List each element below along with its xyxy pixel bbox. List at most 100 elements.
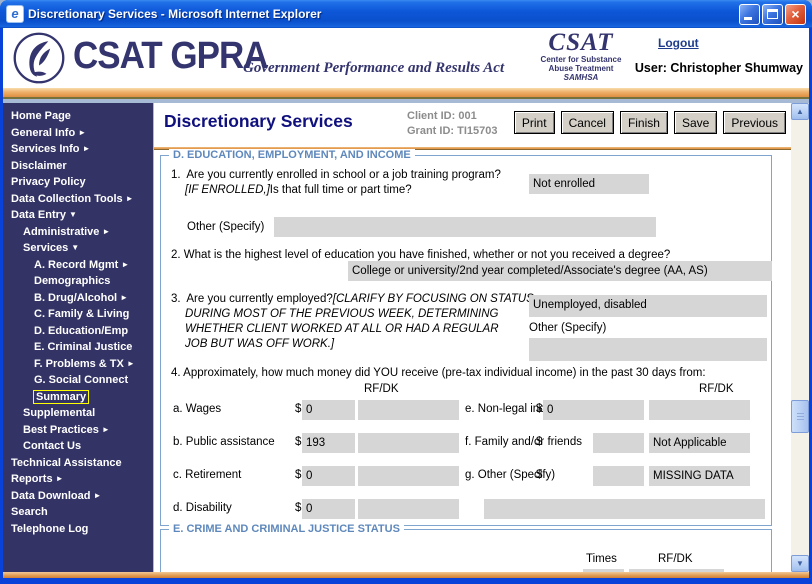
sidebar-item-privacy-policy[interactable]: Privacy Policy — [11, 176, 86, 188]
q1-text: 1. Are you currently enrolled in school … — [171, 169, 501, 181]
sidebar-item-criminal-justice[interactable]: E. Criminal Justice — [34, 341, 133, 353]
q4-family-friends-rfdk: Not Applicable — [649, 433, 750, 453]
q3-clarify-line4: JOB BUT WAS OFF WORK.] — [185, 338, 335, 350]
scroll-down-icon[interactable]: ▼ — [791, 555, 809, 572]
header-divider — [3, 88, 809, 99]
title-bar: e Discretionary Services - Microsoft Int… — [0, 0, 812, 28]
sidebar-item-education-emp[interactable]: D. Education/Emp — [34, 324, 129, 337]
submenu-arrow-icon: ► — [82, 144, 91, 153]
grant-id: Grant ID: TI15703 — [407, 125, 498, 137]
q1-text-line2: [IF ENROLLED,]Is that full time or part … — [185, 184, 412, 196]
close-button[interactable]: × — [785, 4, 806, 25]
q1-other-label: Other (Specify) — [187, 221, 265, 233]
header-sub-divider — [3, 99, 809, 103]
finish-button[interactable]: Finish — [619, 111, 668, 134]
sidebar-item-supplemental[interactable]: Supplemental — [23, 407, 96, 419]
q4-public-assistance-rfdk — [358, 433, 459, 453]
q4-row-wages: a. Wages $ 0 e. Non-legal income $ 0 — [161, 400, 771, 420]
sidebar-item-general-info[interactable]: General Info ► — [11, 126, 87, 139]
sidebar-item-contact-us[interactable]: Contact Us — [23, 440, 82, 452]
submenu-arrow-icon: ► — [102, 226, 111, 236]
q4-nonlegal-value: 0 — [543, 400, 644, 420]
csat-seal-name: CSAT — [548, 29, 614, 56]
sidebar-item-data-collection-tools[interactable]: Data Collection Tools ► — [11, 192, 134, 205]
dollar-sign: $ — [295, 469, 302, 481]
sidebar-item-family-living[interactable]: C. Family & Living — [34, 308, 130, 320]
sidebar-item-search[interactable]: Search — [11, 506, 48, 518]
gpra-tagline: Government Performance and Results Act — [243, 60, 505, 76]
submenu-arrow-icon: ► — [101, 424, 110, 434]
scrollbar-thumb[interactable] — [791, 400, 809, 433]
q4-other-income-value — [593, 466, 644, 486]
submenu-arrow-icon: ► — [120, 292, 129, 302]
q4-disability-value: 0 — [302, 499, 355, 519]
logged-in-user: User: Christopher Shumway — [634, 61, 803, 75]
sidebar-item-record-mgmt[interactable]: A. Record Mgmt ► — [34, 258, 130, 271]
sidebar-item-drug-alcohol[interactable]: B. Drug/Alcohol ► — [34, 291, 129, 304]
maximize-button[interactable] — [762, 4, 783, 25]
scroll-up-icon[interactable]: ▲ — [791, 103, 809, 120]
sidebar-item-data-download[interactable]: Data Download ► — [11, 489, 102, 502]
q4-text: 4. Approximately, how much money did YOU… — [171, 367, 706, 379]
logout-link[interactable]: Logout — [658, 36, 699, 50]
save-button[interactable]: Save — [673, 111, 718, 134]
sidebar-item-reports[interactable]: Reports ► — [11, 473, 64, 485]
submenu-arrow-icon: ► — [125, 193, 134, 203]
submenu-expanded-icon: ▼ — [71, 243, 80, 252]
client-grant-ids: Client ID: 001 Grant ID: TI15703 — [407, 109, 497, 139]
submenu-arrow-icon: ► — [78, 127, 87, 137]
window-title: Discretionary Services - Microsoft Inter… — [28, 7, 322, 21]
e-times-header: Times — [586, 553, 617, 565]
q4-row-retirement: c. Retirement $ 0 g. Other (Specify) $ M… — [161, 466, 771, 486]
q4-public-assistance-value: 193 — [302, 433, 355, 453]
dollar-sign: $ — [536, 436, 543, 448]
dollar-sign: $ — [295, 403, 302, 415]
q2-text: 2. What is the highest level of educatio… — [171, 249, 671, 261]
hhs-eagle-logo — [11, 30, 67, 91]
previous-button[interactable]: Previous — [723, 111, 786, 134]
q1-other-field — [274, 217, 656, 237]
sidebar-item-problems-tx[interactable]: F. Problems & TX ► — [34, 357, 135, 370]
dollar-sign: $ — [536, 403, 543, 415]
q4-family-friends-value — [593, 433, 644, 453]
q3-clarify-line2: DURING MOST OF THE PREVIOUS WEEK, DETERM… — [185, 308, 499, 320]
title-divider — [154, 147, 791, 150]
sidebar-item-technical-assistance[interactable]: Technical Assistance — [11, 456, 122, 469]
q4-retirement-value: 0 — [302, 466, 355, 486]
dollar-sign: $ — [536, 469, 543, 481]
sidebar-item-disclaimer[interactable]: Disclaimer — [11, 159, 67, 172]
section-d-legend: D. EDUCATION, EMPLOYMENT, AND INCOME — [169, 149, 415, 161]
app-header: CSAT GPRA Government Performance and Res… — [3, 28, 809, 88]
q3-other-field — [529, 338, 767, 361]
vertical-scrollbar[interactable]: ▲ ▼ — [791, 103, 809, 572]
q4-rfdk-header-right: RF/DK — [699, 383, 734, 395]
q4-wages-value: 0 — [302, 400, 355, 420]
section-e-fieldset: E. CRIME AND CRIMINAL JUSTICE STATUS Tim… — [160, 523, 772, 572]
csat-seal: CSAT Center for Substance Abuse Treatmen… — [535, 29, 627, 83]
sidebar-item-data-entry[interactable]: Data Entry ▼ — [11, 209, 77, 221]
sidebar-item-summary[interactable]: Summary — [32, 389, 90, 404]
maximize-icon — [767, 9, 778, 19]
sidebar-item-best-practices[interactable]: Best Practices ► — [23, 423, 110, 436]
sidebar-item-services[interactable]: Services ▼ — [23, 242, 80, 254]
sidebar-item-social-connect[interactable]: G. Social Connect — [34, 374, 129, 386]
csat-seal-line1: Center for Substance — [540, 55, 622, 64]
q4-row-disability: d. Disability $ 0 — [161, 499, 771, 519]
q4-wages-rfdk — [358, 400, 459, 420]
sidebar-item-telephone-log[interactable]: Telephone Log — [11, 522, 89, 535]
sidebar-item-administrative[interactable]: Administrative ► — [23, 225, 111, 238]
sidebar-item-services-info[interactable]: Services Info ► — [11, 143, 91, 155]
q4-other-specify-field — [484, 499, 765, 519]
bottom-divider — [3, 572, 809, 578]
sidebar-item-demographics[interactable]: Demographics — [34, 275, 111, 287]
print-button[interactable]: Print — [513, 111, 555, 134]
q4-retirement-rfdk — [358, 466, 459, 486]
minimize-icon — [744, 17, 752, 20]
minimize-button[interactable] — [739, 4, 760, 25]
cancel-button[interactable]: Cancel — [560, 111, 614, 134]
e-rfdk-header: RF/DK — [658, 553, 693, 565]
section-e-legend: E. CRIME AND CRIMINAL JUSTICE STATUS — [169, 523, 404, 535]
submenu-arrow-icon: ► — [93, 490, 102, 500]
sidebar-item-home-page[interactable]: Home Page — [11, 110, 71, 122]
main-panel: Discretionary Services Client ID: 001 Gr… — [153, 103, 791, 572]
